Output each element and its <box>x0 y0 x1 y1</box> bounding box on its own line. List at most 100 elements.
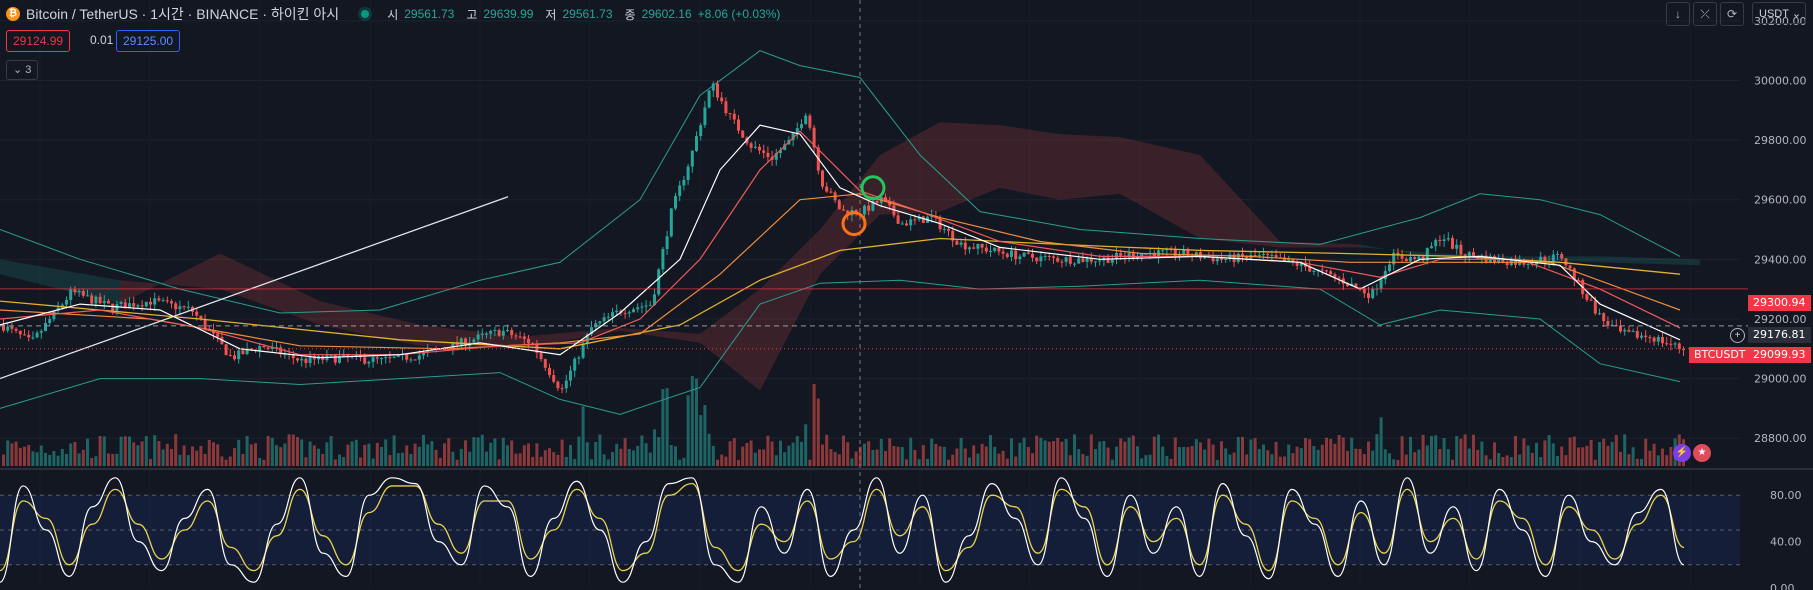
volume-bar <box>149 459 152 466</box>
volume-bar <box>968 457 971 466</box>
volume-bar <box>170 449 173 466</box>
stoch-band <box>0 495 1740 565</box>
indicators-toggle[interactable]: ⌄ 3 <box>6 60 39 80</box>
lightning-icon[interactable]: ⚡ <box>1673 444 1691 462</box>
refresh-icon[interactable]: ⟳ <box>1720 2 1744 26</box>
volume-bar <box>1551 443 1555 466</box>
candle <box>1127 253 1131 258</box>
candle <box>762 150 766 153</box>
candle <box>1014 250 1018 260</box>
candle <box>438 349 442 351</box>
candle <box>1409 257 1412 262</box>
volume-bar <box>1316 449 1320 466</box>
volume-bar <box>598 434 602 466</box>
low-value: 29561.73 <box>562 7 613 21</box>
volume-bar <box>1522 438 1526 466</box>
us-flag-icon[interactable]: ★ <box>1693 444 1711 462</box>
candle <box>1619 325 1622 332</box>
volume-bar <box>581 406 585 466</box>
volume-bar <box>241 454 245 466</box>
volume-bar <box>573 459 577 466</box>
candle <box>405 353 409 360</box>
candle <box>648 305 652 307</box>
candle <box>128 303 131 309</box>
candle <box>346 353 350 358</box>
candle <box>1325 270 1328 272</box>
volume-bar <box>1598 442 1601 466</box>
currency-select[interactable]: USDT ⌄ <box>1752 2 1806 24</box>
volume-bar <box>955 448 959 466</box>
candle <box>367 361 371 364</box>
candle <box>1551 254 1555 262</box>
candle <box>1257 255 1261 257</box>
candle <box>1354 283 1358 288</box>
candle <box>241 350 245 355</box>
candle <box>1186 249 1190 256</box>
volume-bar <box>829 449 833 466</box>
arrow-down-icon[interactable]: ↓ <box>1666 2 1690 26</box>
volume-bar <box>48 454 52 466</box>
candle <box>1010 250 1013 257</box>
candle <box>1388 264 1391 272</box>
volume-bar <box>522 445 526 466</box>
volume-bar <box>464 440 467 466</box>
volume-bar <box>1585 445 1589 466</box>
candle <box>543 359 547 368</box>
volume-bar <box>1409 436 1412 466</box>
candle <box>1270 255 1274 257</box>
candle <box>1337 277 1341 279</box>
volume-bar <box>1039 437 1043 466</box>
candle <box>707 90 711 108</box>
volume-bar <box>1383 449 1387 466</box>
volume-bar <box>711 445 715 466</box>
volume-bar <box>1350 437 1354 466</box>
volume-bar <box>947 459 950 466</box>
volume-bar <box>1278 456 1282 466</box>
volume-bar <box>1224 448 1228 466</box>
candle <box>1094 261 1097 263</box>
volume-bar <box>665 388 669 466</box>
candle <box>296 358 299 361</box>
candle <box>119 302 123 305</box>
candle <box>829 191 833 193</box>
candle <box>1283 257 1286 261</box>
candle <box>724 101 728 114</box>
candle <box>279 347 283 355</box>
candle <box>1661 336 1664 344</box>
volume-bar <box>107 453 110 466</box>
candle <box>1652 337 1656 342</box>
stoch-k-line <box>0 477 1685 583</box>
symbol-title[interactable]: Bitcoin / TetherUS · 1시간 · BINANCE · 하이킨… <box>26 6 340 22</box>
ma-red <box>0 130 1681 356</box>
candle <box>678 185 682 196</box>
buy-button[interactable]: 29125.00 <box>116 30 181 52</box>
candle <box>1593 300 1597 314</box>
volume-bar <box>1543 440 1547 466</box>
volume-bar <box>951 454 955 466</box>
volume-bar <box>585 442 589 466</box>
candle <box>1379 279 1383 289</box>
candle <box>753 146 757 148</box>
sell-button[interactable]: 29124.99 <box>6 30 71 52</box>
volume-bar <box>1165 456 1169 466</box>
candle <box>1253 254 1257 257</box>
volume-bar <box>905 459 908 466</box>
candle <box>1577 279 1580 281</box>
volume-bar <box>1073 434 1076 466</box>
candle <box>1085 258 1089 262</box>
collapse-icon[interactable]: ⤫ <box>1693 2 1717 26</box>
candle <box>1526 263 1530 265</box>
volume-bar <box>312 445 316 466</box>
volume-bar <box>1371 450 1375 466</box>
candle <box>779 150 782 154</box>
candle <box>186 306 190 308</box>
candle <box>913 219 917 221</box>
volume-bar <box>1635 458 1639 466</box>
volume-bar <box>1283 456 1286 466</box>
add-alert-icon[interactable]: + <box>1730 328 1745 343</box>
candle <box>598 321 602 324</box>
candle <box>270 347 274 350</box>
volume-bar <box>270 437 274 466</box>
volume-bar <box>963 448 967 466</box>
